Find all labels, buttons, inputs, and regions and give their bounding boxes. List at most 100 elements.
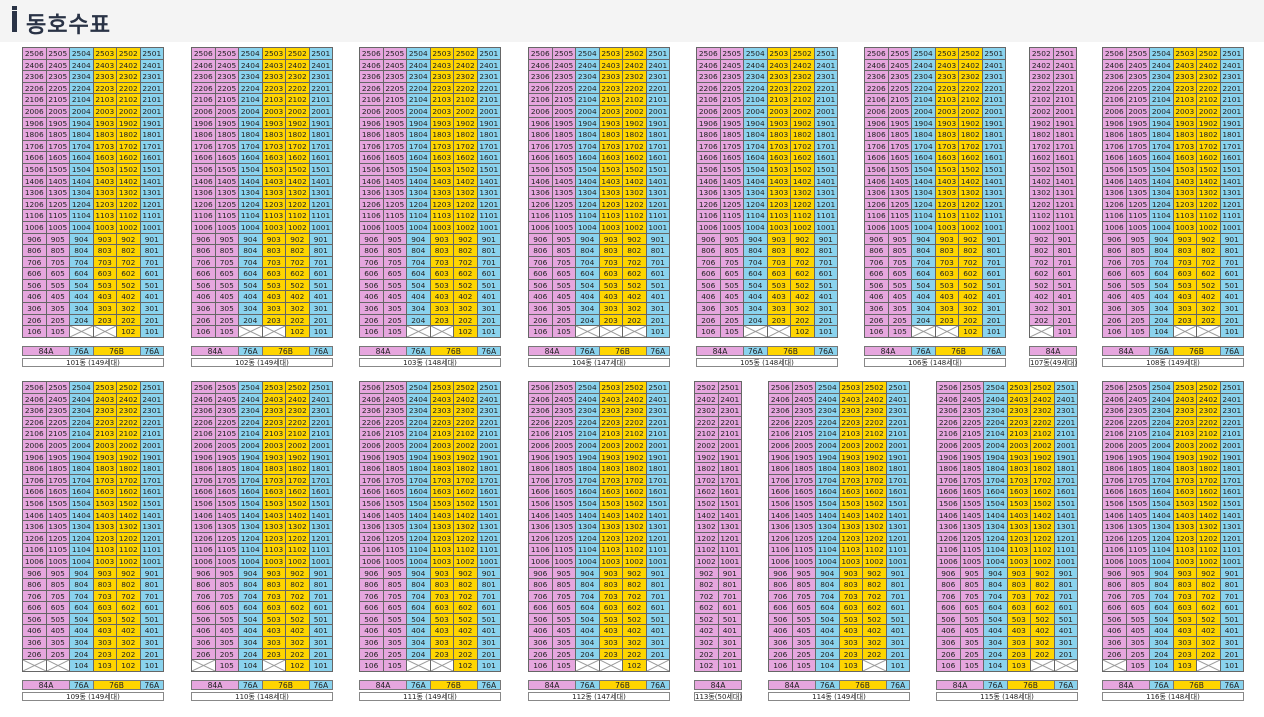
unit-cell: 805 — [720, 245, 744, 257]
unit-cell: 1804 — [1150, 463, 1174, 475]
unit-cell: 2002 — [1197, 439, 1221, 452]
unit-cell: 704 — [816, 590, 840, 603]
unit-cell: 1604 — [407, 152, 431, 164]
unit-cell: 1105 — [720, 210, 744, 222]
unit-cell: 303 — [262, 303, 286, 315]
unit-cell: 2202 — [695, 416, 719, 429]
unit-cell: 1801 — [1220, 129, 1244, 141]
unit-cell: 1504 — [984, 497, 1008, 510]
unit-cell: 802 — [286, 245, 310, 257]
unit-cell: 602 — [286, 602, 310, 614]
unit-cell: 306 — [529, 303, 553, 315]
unit-cell: 501 — [477, 279, 501, 292]
unit-cell: 2102 — [695, 428, 719, 440]
unit-cell: 604 — [70, 602, 94, 614]
unit-cell: 2206 — [1103, 82, 1127, 95]
empty-unit-cell — [599, 660, 623, 672]
unit-cell: 2506 — [1103, 48, 1127, 60]
unit-cell: 901 — [982, 233, 1006, 246]
unit-cell: 105 — [1126, 660, 1150, 672]
unit-cell: 1101 — [309, 210, 333, 222]
unit-cell: 1006 — [769, 555, 793, 568]
unit-cell: 2103 — [262, 94, 286, 106]
unit-cell: 2403 — [767, 59, 791, 72]
unit-cell: 204 — [744, 314, 768, 327]
unit-cell: 1403 — [839, 509, 863, 522]
unit-cell: 205 — [792, 648, 816, 661]
unit-cell: 905 — [888, 233, 912, 246]
unit-cell: 203 — [430, 314, 454, 327]
unit-cell: 1603 — [767, 152, 791, 164]
unit-cell: 104 — [70, 660, 94, 672]
unit-cell: 1305 — [888, 187, 912, 199]
unit-cell: 1102 — [695, 544, 719, 556]
unit-cell: 106 — [1103, 326, 1127, 338]
unit-cell: 2104 — [70, 428, 94, 440]
unit-cell: 2504 — [576, 48, 600, 60]
unit-cell: 505 — [552, 613, 576, 626]
unit-cell: 106 — [529, 326, 553, 338]
unit-cell: 2204 — [984, 416, 1008, 429]
unit-cell: 804 — [239, 579, 263, 591]
unit-cell: 801 — [646, 245, 670, 257]
unit-cell: 1803 — [1173, 129, 1197, 141]
unit-cell: 704 — [407, 256, 431, 269]
unit-cell: 2103 — [767, 94, 791, 106]
unit-cell: 704 — [912, 256, 936, 269]
unit-cell: 1506 — [1103, 497, 1127, 510]
unit-cell: 701 — [1053, 256, 1077, 269]
unit-cell: 102 — [791, 326, 815, 338]
unit-cell: 105 — [383, 326, 407, 338]
unit-cell: 902 — [863, 567, 887, 580]
unit-cell: 1402 — [863, 509, 887, 522]
unit-cell: 806 — [192, 579, 216, 591]
unit-cell: 2402 — [863, 393, 887, 406]
unit-cell: 2001 — [1053, 105, 1077, 118]
unit-cell: 101 — [477, 326, 501, 338]
unit-cell: 1303 — [1173, 187, 1197, 199]
building-115동: 2506 2505 2504 2503 2502 2501 2406 2405 2404 2403… — [936, 381, 1078, 701]
unit-cell: 601 — [1054, 602, 1078, 614]
unit-cell: 606 — [529, 602, 553, 614]
unit-cell: 2003 — [93, 105, 117, 118]
unit-cell: 1105 — [383, 544, 407, 556]
unit-cell: 2401 — [646, 59, 670, 72]
unit-cell: 302 — [791, 303, 815, 315]
unit-cell: 1302 — [1197, 521, 1221, 533]
unit-cell: 2001 — [1220, 105, 1244, 118]
unit-cell: 1406 — [769, 509, 793, 522]
unit-cell: 103 — [93, 660, 117, 672]
unit-cell: 1203 — [1007, 532, 1031, 545]
unit-cell: 1104 — [1150, 544, 1174, 556]
unit-cell: 1803 — [430, 129, 454, 141]
unit-cell: 1701 — [1220, 474, 1244, 487]
unit-type-legend: 84A 76A 76B 76A — [528, 345, 670, 356]
unit-cell: 606 — [1103, 602, 1127, 614]
unit-cell: 1601 — [982, 152, 1006, 164]
unit-cell: 1102 — [791, 210, 815, 222]
unit-cell: 1206 — [529, 198, 553, 211]
unit-cell: 2203 — [935, 82, 959, 95]
unit-cell: 1604 — [70, 486, 94, 498]
unit-cell: 2005 — [720, 105, 744, 118]
unit-cell: 1302 — [959, 187, 983, 199]
unit-cell: 704 — [239, 590, 263, 603]
unit-cell: 101 — [309, 326, 333, 338]
unit-cell: 806 — [529, 579, 553, 591]
unit-cell: 705 — [46, 590, 70, 603]
unit-cell: 802 — [791, 245, 815, 257]
unit-cell: 1203 — [1173, 198, 1197, 211]
unit-cell: 1105 — [383, 210, 407, 222]
unit-cell: 2301 — [1053, 71, 1077, 83]
unit-cell: 2404 — [407, 393, 431, 406]
unit-cell: 1005 — [46, 555, 70, 568]
unit-cell: 502 — [286, 613, 310, 626]
unit-cell: 2104 — [816, 428, 840, 440]
unit-cell: 305 — [383, 637, 407, 649]
unit-cell: 2004 — [407, 439, 431, 452]
unit-cell: 406 — [529, 291, 553, 304]
unit-cell: 2304 — [576, 71, 600, 83]
unit-cell: 2502 — [454, 48, 478, 60]
unit-cell: 2305 — [1126, 405, 1150, 417]
unit-cell: 2404 — [576, 393, 600, 406]
